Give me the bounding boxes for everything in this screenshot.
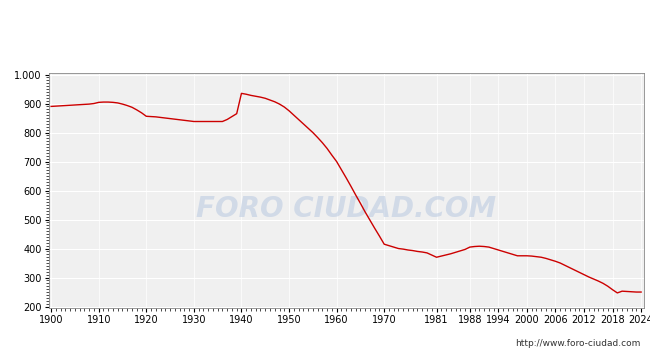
Text: http://www.foro-ciudad.com: http://www.foro-ciudad.com [515, 339, 640, 348]
Text: FORO CIUDAD.COM: FORO CIUDAD.COM [196, 195, 496, 223]
Text: Vadillo de la Guareña (Municipio)  -  Evolucion del numero de Habitantes: Vadillo de la Guareña (Municipio) - Evol… [92, 12, 558, 25]
